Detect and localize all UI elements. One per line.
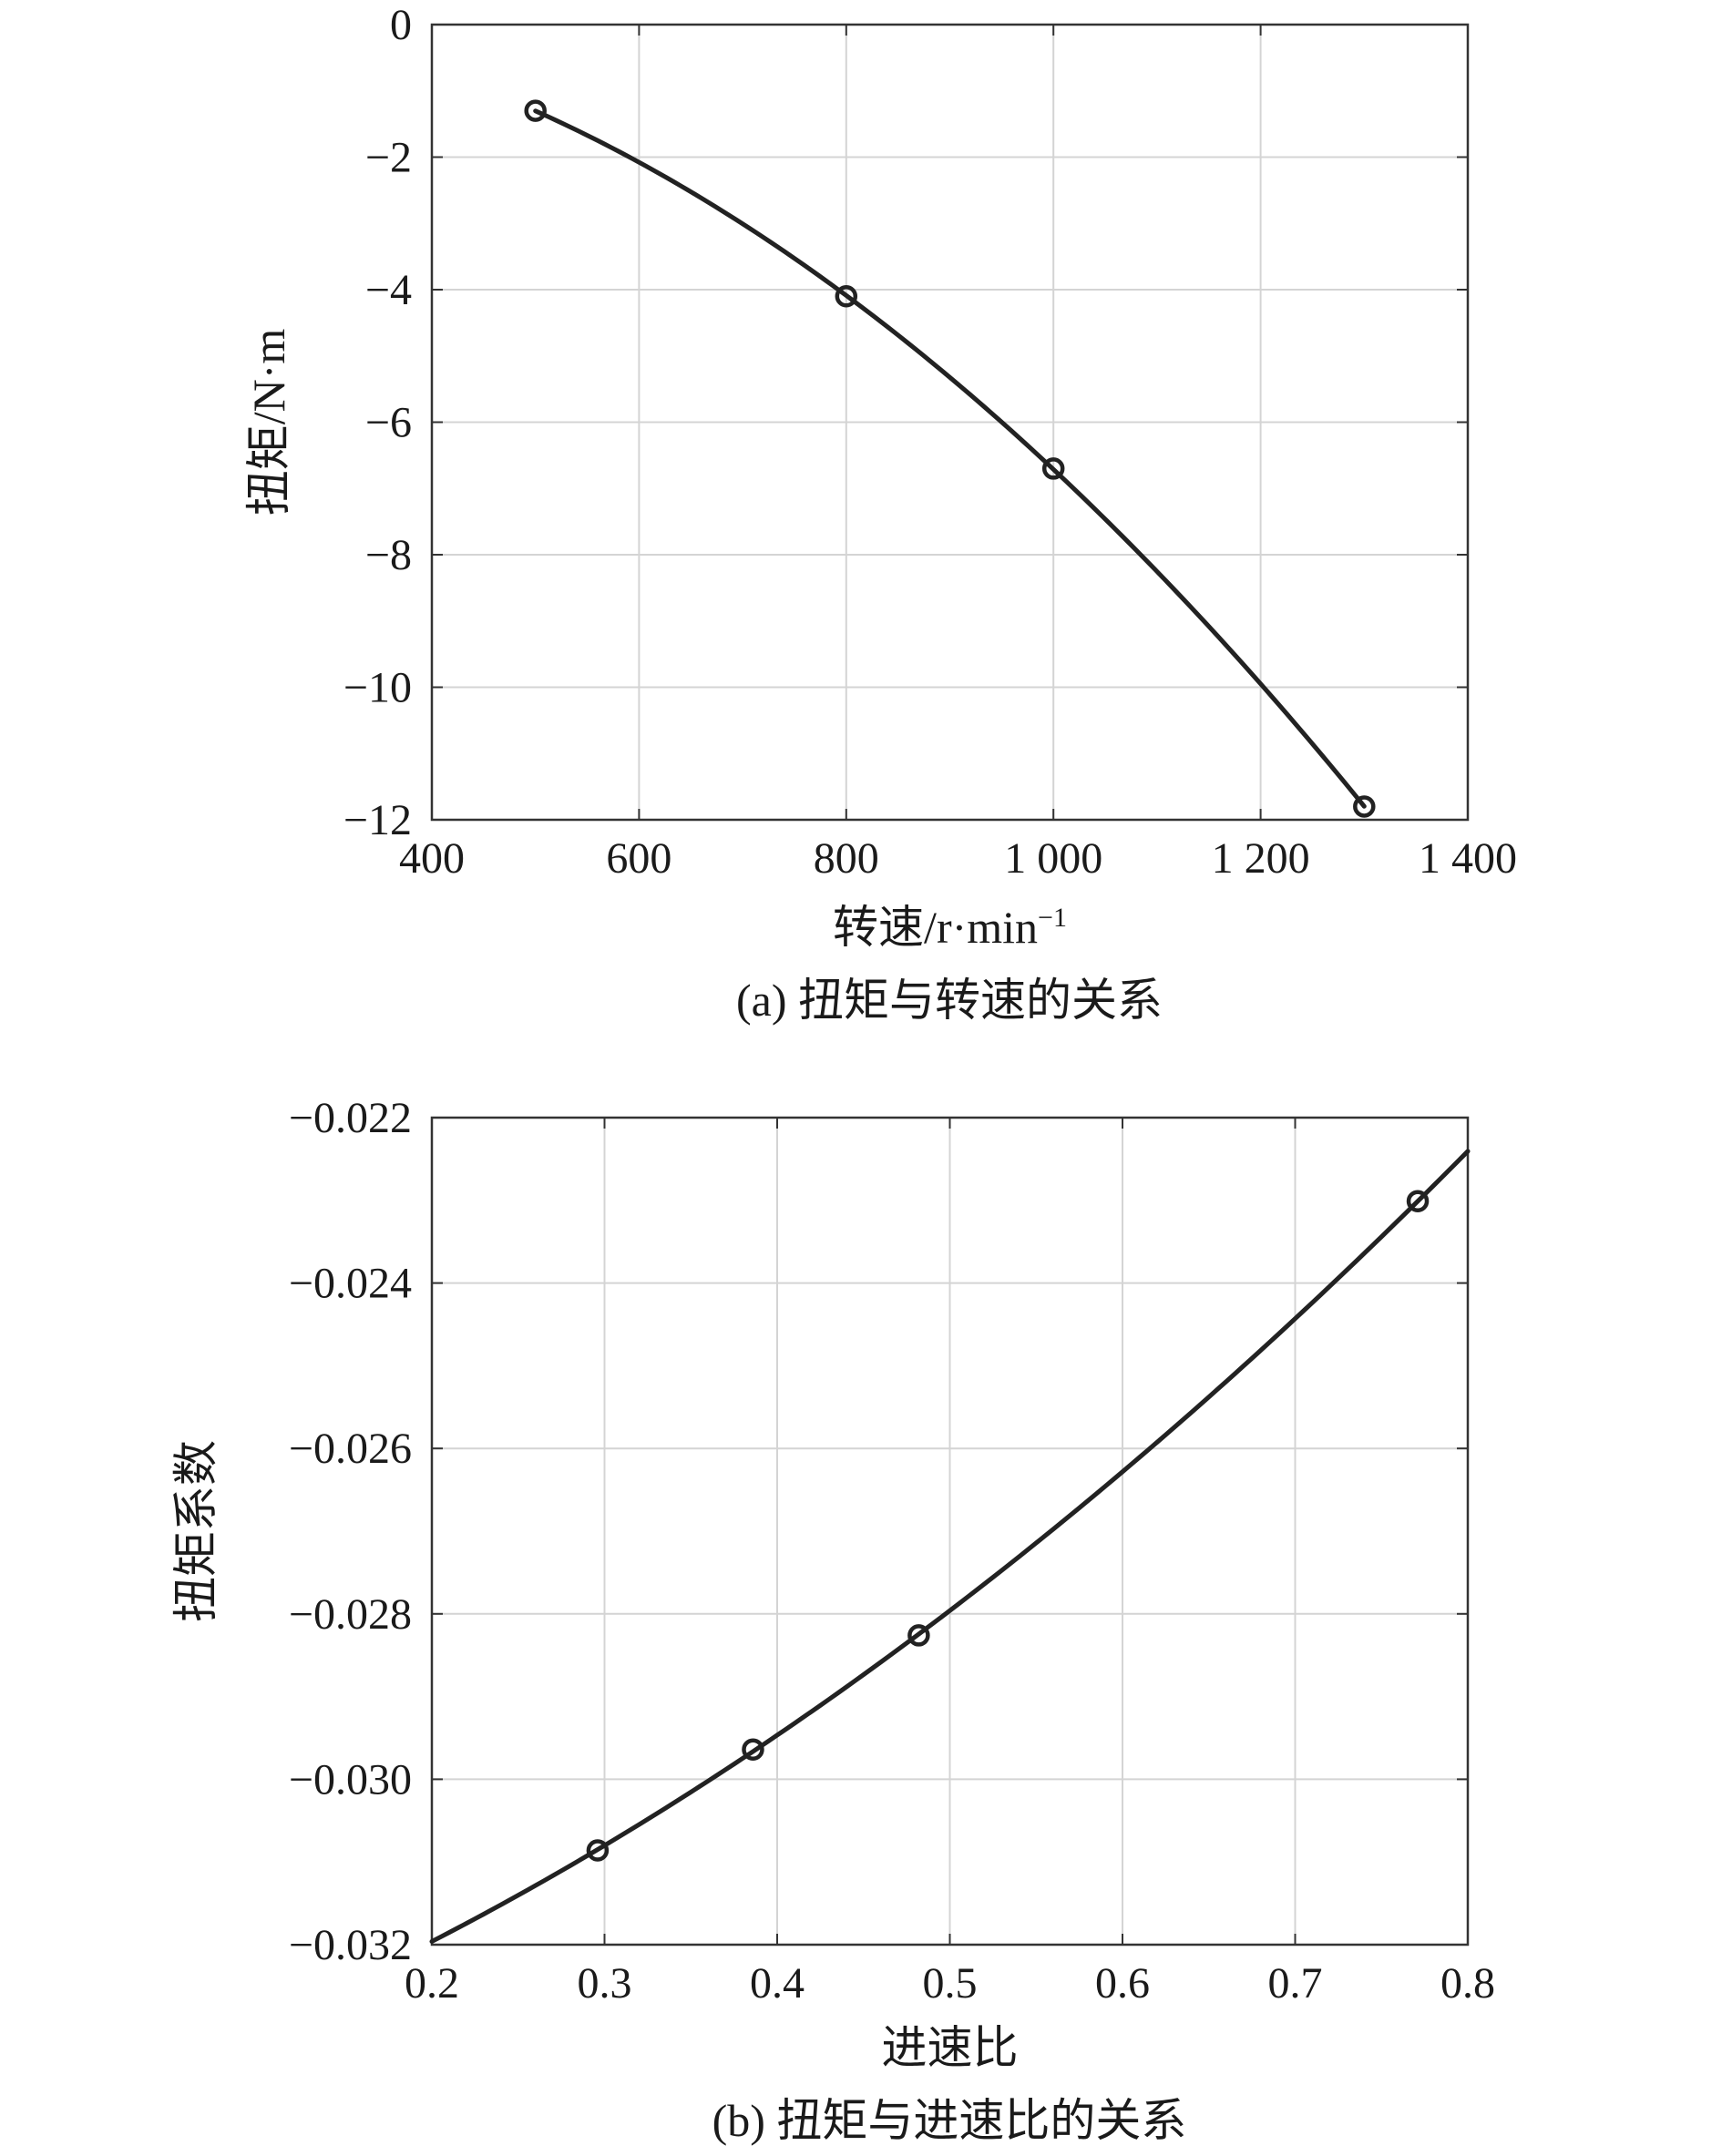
y-tick-label: −6 xyxy=(365,399,412,447)
data-point-marker xyxy=(524,99,547,122)
y-tick-label: −0.032 xyxy=(289,1921,412,1969)
x-axis-title: 转速/r·min−1 xyxy=(833,902,1067,953)
y-tick-label: −0.028 xyxy=(289,1590,412,1639)
x-tick-label: 0.8 xyxy=(1440,1959,1495,2008)
y-tick-label: −8 xyxy=(365,531,412,579)
x-axis-title-superscript: −1 xyxy=(1038,903,1067,933)
y-tick-label: −0.024 xyxy=(289,1260,412,1308)
x-tick-label: 600 xyxy=(606,834,671,883)
series-b xyxy=(429,1149,1471,1944)
data-point-marker xyxy=(742,1738,764,1761)
x-tick-label: 1 000 xyxy=(1004,834,1102,883)
y-tick-label: −12 xyxy=(343,796,412,844)
y-tick-label: −10 xyxy=(343,664,412,712)
chart-panel-a: 400 600 800 1 000 1 200 1 400 0 −2 −4 −6 −8 −10 −12 转… xyxy=(243,1,1517,1026)
x-tick-label: 1 400 xyxy=(1419,834,1517,883)
x-tick-label: 0.3 xyxy=(578,1959,632,2008)
y-tick-label: −4 xyxy=(365,266,412,314)
x-tick-label: 800 xyxy=(814,834,879,883)
data-point-marker xyxy=(1406,1190,1430,1212)
data-point-marker xyxy=(1353,795,1376,818)
x-axis-title-text: 进速比 xyxy=(882,2022,1019,2073)
data-point-marker xyxy=(835,285,858,308)
x-tick-label: 0.5 xyxy=(923,1959,978,2008)
y-tick-label: 0 xyxy=(390,1,412,49)
data-point-marker xyxy=(1041,457,1065,480)
y-tick-label: −2 xyxy=(365,134,412,182)
x-axis-title-text: 转速/r·min xyxy=(833,902,1038,953)
gridlines xyxy=(432,1118,1468,1945)
x-tick-label: 0.4 xyxy=(750,1959,805,2008)
y-tick-label: −0.022 xyxy=(289,1094,412,1142)
series-a xyxy=(524,99,1376,818)
y-axis-title: 扭矩/N·m xyxy=(243,329,294,516)
figure-caption: (a) 扭矩与转速的关系 xyxy=(736,975,1163,1026)
y-axis-title: 扭矩系数 xyxy=(170,1440,221,1622)
figure-caption: (b) 扭矩与进速比的关系 xyxy=(712,2095,1187,2146)
y-tick-label: −0.026 xyxy=(289,1425,412,1473)
x-tick-label: 400 xyxy=(399,834,465,883)
x-tick-label: 0.2 xyxy=(405,1959,459,2008)
x-tick-label: 0.6 xyxy=(1095,1959,1150,2008)
data-point-marker xyxy=(907,1624,930,1647)
gridlines xyxy=(432,25,1468,820)
y-tick-label: −0.030 xyxy=(289,1755,412,1803)
x-axis-title: 进速比 xyxy=(882,2022,1019,2073)
fitted-curve xyxy=(533,108,1367,809)
x-tick-label: 0.7 xyxy=(1268,1959,1323,2008)
data-point-marker xyxy=(586,1839,610,1862)
x-tick-label: 1 200 xyxy=(1212,834,1310,883)
chart-panel-b: 0.2 0.3 0.4 0.5 0.6 0.7 0.8 −0.022 −0.024 −0.026 −… xyxy=(170,1094,1495,2146)
